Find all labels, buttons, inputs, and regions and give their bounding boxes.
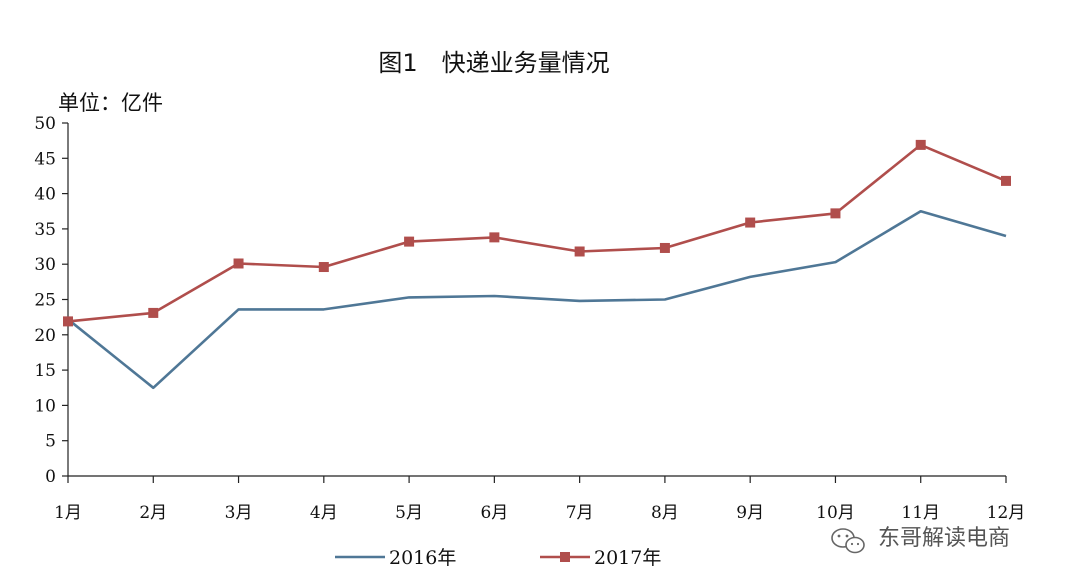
- watermark-text: 东哥解读电商: [878, 526, 1010, 551]
- y-tick-label: 45: [34, 149, 56, 169]
- y-tick-label: 0: [45, 467, 56, 487]
- y-tick-label: 35: [34, 220, 56, 240]
- wechat-logo-icon: [831, 528, 865, 554]
- data-point-marker: [318, 262, 329, 273]
- y-tick-label: 25: [34, 291, 56, 311]
- y-tick-label: 50: [34, 114, 56, 134]
- y-tick-label: 5: [45, 432, 56, 452]
- data-point-marker: [63, 316, 73, 327]
- data-point-marker: [489, 232, 500, 243]
- y-axis-ticks: 0 5 10 15 20 25 30 35 40 45 50: [34, 114, 68, 487]
- legend-swatch-marker: [560, 552, 570, 562]
- series-layer: [63, 139, 1011, 390]
- data-point-marker: [233, 258, 244, 269]
- legend-label: 2016年: [389, 547, 456, 569]
- legend-label: 2017年: [594, 547, 661, 569]
- x-tick-label: 11月: [901, 503, 940, 523]
- x-axis-ticks: 1月 2月 3月 4月 5月 6月 7月 8月 9月 10月 11月 12月: [54, 476, 1025, 523]
- data-point-marker: [1001, 175, 1011, 186]
- data-point-marker: [574, 246, 585, 257]
- x-tick-label: 4月: [310, 503, 338, 523]
- x-tick-label: 10月: [816, 503, 855, 523]
- x-tick-label: 8月: [651, 503, 679, 523]
- x-tick-label: 1月: [54, 503, 82, 523]
- series-line-2: [67, 143, 1007, 323]
- data-point-marker: [915, 139, 926, 150]
- x-tick-label: 12月: [987, 503, 1026, 523]
- y-axis-unit-label: 单位：亿件: [58, 91, 163, 115]
- x-tick-label: 2月: [139, 503, 167, 523]
- y-tick-label: 40: [34, 185, 56, 205]
- data-point-marker: [148, 307, 159, 318]
- data-point-marker: [659, 242, 670, 253]
- y-tick-label: 30: [34, 255, 56, 275]
- y-tick-label: 20: [34, 326, 56, 346]
- x-tick-label: 6月: [480, 503, 508, 523]
- data-point-marker: [745, 217, 756, 228]
- watermark: 东哥解读电商: [831, 526, 1010, 554]
- series-line-1: [67, 210, 1007, 390]
- x-tick-label: 3月: [225, 503, 253, 523]
- x-tick-label: 5月: [395, 503, 423, 523]
- data-point-marker: [404, 236, 415, 247]
- y-tick-label: 10: [34, 396, 56, 416]
- x-tick-label: 7月: [566, 503, 594, 523]
- data-point-marker: [830, 208, 841, 219]
- chart-title: 图1 快递业务量情况: [378, 49, 609, 77]
- legend: 2016年 2017年: [335, 547, 661, 569]
- y-tick-label: 15: [34, 361, 56, 381]
- x-tick-label: 9月: [736, 503, 764, 523]
